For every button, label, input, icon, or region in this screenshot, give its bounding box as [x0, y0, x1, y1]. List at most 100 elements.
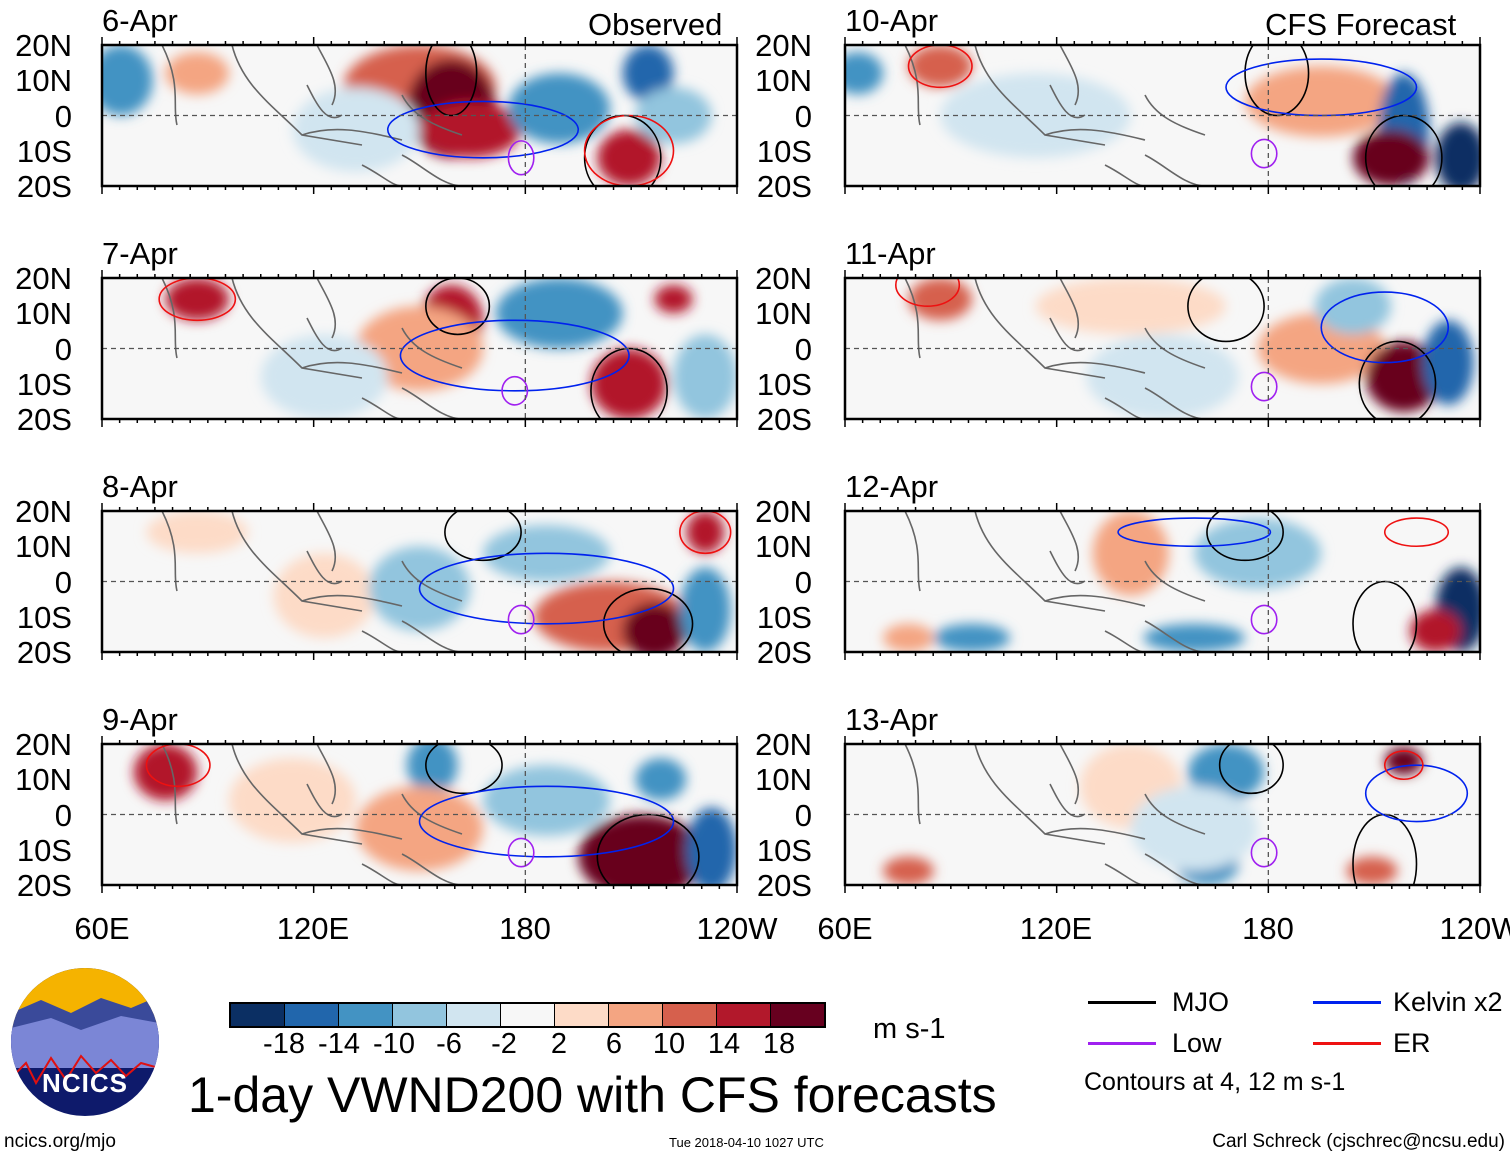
colorbar-tick-label: 18	[762, 1028, 796, 1060]
lat-tick: 10S	[16, 599, 72, 635]
lat-tick: 10N	[755, 296, 812, 332]
lon-tick: 60E	[74, 911, 130, 946]
wave-contour	[418, 552, 675, 625]
legend-line-mjo	[1088, 1001, 1156, 1004]
observed-label: Observed	[588, 7, 723, 42]
coastline	[161, 511, 463, 652]
colorbar-units: m s-1	[873, 1013, 946, 1045]
lat-tick: 20S	[756, 169, 812, 204]
map-panel	[100, 736, 739, 893]
wind-anomaly-shading	[495, 278, 623, 349]
wind-anomaly-shading	[933, 623, 1011, 652]
map-panel	[843, 270, 1482, 427]
lat-tick: 10N	[15, 296, 72, 332]
lat-tick: 0	[794, 331, 812, 367]
wave-contour	[1225, 58, 1418, 117]
colorbar-tick-label: -18	[263, 1028, 305, 1060]
lat-tick: 10S	[16, 832, 72, 868]
lat-tick: 0	[794, 797, 812, 833]
wave-contour	[444, 511, 522, 562]
panel-date: 9-Apr	[102, 702, 178, 737]
lat-tick: 0	[794, 98, 812, 134]
map-panel	[100, 37, 739, 194]
colorbar-tick-label: 10	[652, 1028, 686, 1060]
wind-anomaly-shading	[1187, 744, 1265, 801]
wind-anomaly-shading	[229, 758, 356, 843]
legend-label-mjo: MJO	[1172, 987, 1229, 1017]
colorbar	[229, 1002, 826, 1028]
wave-contour	[1117, 517, 1272, 548]
lat-tick: 20S	[16, 868, 72, 903]
lon-tick: 120W	[696, 911, 778, 946]
wave-contour	[1206, 511, 1284, 562]
lat-tick: 10S	[756, 133, 812, 169]
wind-anomaly-shading	[635, 758, 687, 801]
wave-contour	[501, 375, 529, 406]
wind-anomaly-shading	[406, 744, 458, 794]
panel-date: 10-Apr	[845, 3, 939, 38]
lat-tick: 10N	[15, 529, 72, 565]
wind-anomaly-shading	[597, 129, 661, 186]
colorbar-swatch	[771, 1004, 824, 1026]
wind-anomaly-shading	[1086, 334, 1239, 419]
panel-date: 12-Apr	[845, 469, 939, 504]
colorbar-swatch	[393, 1004, 447, 1026]
coastline	[161, 278, 463, 419]
wave-contour	[507, 837, 535, 868]
colorbar-tick-label: -6	[436, 1028, 462, 1060]
lon-tick: 120E	[276, 911, 350, 946]
lat-tick: 20N	[15, 727, 72, 762]
footer-author: Carl Schreck (cjschrec@ncsu.edu)	[1212, 1131, 1505, 1152]
lat-tick: 0	[54, 331, 72, 367]
lat-tick: 10N	[755, 762, 812, 798]
lat-tick: 20N	[15, 494, 72, 529]
map-panel	[843, 37, 1482, 194]
wave-contour	[1358, 340, 1437, 419]
wind-anomaly-shading	[686, 511, 725, 554]
wave-contour	[1383, 517, 1450, 548]
wind-anomaly-shading	[1092, 511, 1169, 596]
legend-line-er	[1313, 1042, 1381, 1045]
lat-tick: 10N	[15, 762, 72, 798]
wind-anomaly-shading	[1314, 278, 1392, 335]
lat-tick: 20N	[755, 494, 812, 529]
wind-anomaly-shading	[165, 52, 229, 95]
map-panel	[100, 503, 739, 660]
panel-date: 13-Apr	[845, 702, 939, 737]
lat-tick: 10S	[756, 599, 812, 635]
wave-contour	[583, 114, 675, 186]
colorbar-swatch	[717, 1004, 771, 1026]
wind-anomaly-shading	[654, 285, 693, 314]
lat-tick: 20S	[16, 635, 72, 670]
lat-tick: 20S	[16, 402, 72, 437]
wind-anomaly-shading	[1130, 786, 1258, 871]
wave-contour	[679, 511, 732, 555]
wave-contour	[1352, 813, 1418, 885]
lat-tick: 0	[54, 797, 72, 833]
wind-anomaly-shading	[673, 334, 737, 419]
legend-label-kelvin: Kelvin x2	[1393, 987, 1503, 1017]
colorbar-tick-label: 14	[707, 1028, 741, 1060]
legend-line-kelvin	[1313, 1001, 1381, 1004]
wave-contour	[1364, 764, 1469, 823]
wave-contour	[386, 100, 580, 159]
wind-anomaly-shading	[1365, 341, 1442, 412]
wave-contour	[1250, 837, 1278, 868]
wave-contour	[907, 45, 973, 89]
wave-contour	[1250, 371, 1278, 402]
wind-anomaly-shading	[1245, 66, 1398, 137]
coastline	[904, 511, 1206, 652]
wind-anomaly-shading	[883, 856, 934, 885]
lat-tick: 20S	[16, 169, 72, 204]
colorbar-swatch	[555, 1004, 609, 1026]
wind-anomaly-shading	[165, 278, 229, 321]
lat-tick: 10S	[16, 133, 72, 169]
lat-tick: 20N	[15, 261, 72, 296]
lat-tick: 10N	[755, 529, 812, 565]
lat-tick: 10S	[16, 366, 72, 402]
coastline	[161, 45, 463, 186]
legend-label-low: Low	[1172, 1028, 1222, 1058]
wind-anomaly-shading	[1143, 623, 1246, 652]
legend-line-low	[1088, 1042, 1156, 1045]
lat-tick: 20N	[755, 261, 812, 296]
